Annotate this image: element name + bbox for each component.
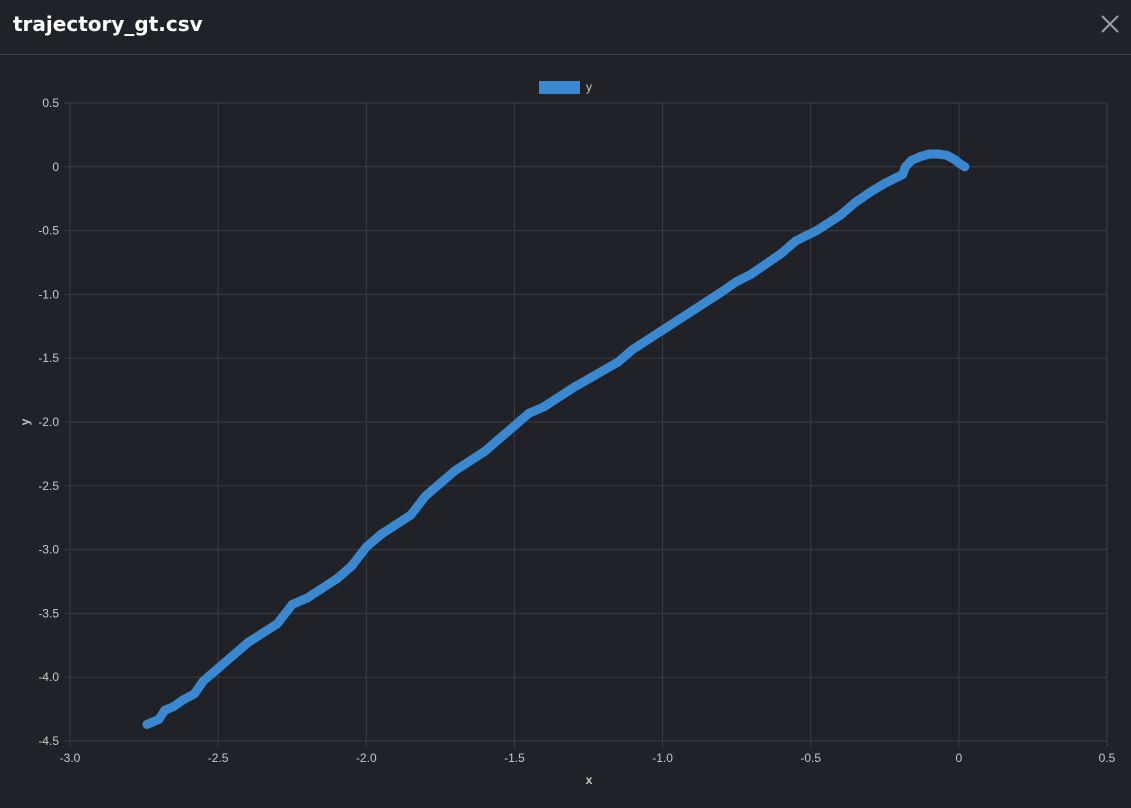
y-tick-label: -2.0 <box>38 415 59 429</box>
data-point <box>160 705 170 715</box>
data-point <box>951 155 961 165</box>
data-point <box>509 421 519 431</box>
data-point <box>213 663 223 673</box>
data-point <box>406 510 416 520</box>
data-point <box>376 529 386 539</box>
data-point <box>189 689 199 699</box>
scatter-chart: -3.0 -2.5 -2.0 -1.5 -1.0 -0.5 0 0.5 0.5 0 -0.5 -1.… <box>18 80 1116 787</box>
data-point <box>687 306 697 316</box>
data-point <box>613 357 623 367</box>
data-point <box>901 162 911 172</box>
data-point <box>915 152 925 162</box>
data-point <box>272 619 282 629</box>
data-point <box>332 574 342 584</box>
data-point <box>880 178 890 188</box>
y-axis-label: y <box>18 418 32 425</box>
data-point <box>942 150 952 160</box>
data-point <box>142 719 152 729</box>
data-point <box>658 325 668 335</box>
data-point <box>628 344 638 354</box>
data-point <box>569 383 579 393</box>
x-tick-label: -1.0 <box>652 751 673 765</box>
close-button[interactable] <box>1099 13 1121 35</box>
data-point <box>924 149 934 159</box>
y-tick-label: -4.5 <box>38 734 59 748</box>
data-point <box>791 236 801 246</box>
data-point <box>178 695 188 705</box>
y-tick-label: -3.0 <box>38 543 59 557</box>
data-point <box>346 561 356 571</box>
y-tick-label: -3.5 <box>38 606 59 620</box>
y-tick-label: -4.0 <box>38 670 59 684</box>
data-point <box>746 269 756 279</box>
chart-area: -3.0 -2.5 -2.0 -1.5 -1.0 -0.5 0 0.5 0.5 0 -0.5 -1.… <box>0 56 1131 803</box>
y-tick-label: 0 <box>52 160 59 174</box>
y-tick-label: -0.5 <box>38 224 59 238</box>
data-point <box>361 542 371 552</box>
data-point <box>776 249 786 259</box>
legend[interactable]: y <box>539 80 592 94</box>
data-point <box>898 169 908 179</box>
grid-lines <box>69 102 1108 742</box>
x-axis-label: x <box>586 773 593 787</box>
close-icon <box>1101 15 1119 33</box>
data-point <box>933 149 943 159</box>
data-point <box>243 638 253 648</box>
y-tick-label: -2.5 <box>38 479 59 493</box>
data-point <box>812 226 822 236</box>
series-line-y <box>142 149 970 729</box>
data-point <box>539 402 549 412</box>
y-tick-label: 0.5 <box>42 96 59 110</box>
x-axis-ticks: -3.0 -2.5 -2.0 -1.5 -1.0 -0.5 0 0.5 <box>60 741 1116 765</box>
data-point <box>228 651 238 661</box>
data-point <box>732 277 742 287</box>
data-point <box>850 198 860 208</box>
window-title: trajectory_gt.csv <box>13 12 203 36</box>
y-tick-label: -1.0 <box>38 287 59 301</box>
y-tick-label: -1.5 <box>38 351 59 365</box>
x-tick-label: -0.5 <box>800 751 821 765</box>
data-point <box>450 465 460 475</box>
data-point <box>906 155 916 165</box>
data-point <box>865 187 875 197</box>
data-point <box>421 491 431 501</box>
data-point <box>524 408 534 418</box>
data-point <box>480 446 490 456</box>
legend-label-y: y <box>586 80 592 94</box>
x-tick-label: 0 <box>956 751 963 765</box>
x-tick-label: -1.5 <box>504 751 525 765</box>
legend-swatch <box>539 81 580 94</box>
data-point <box>302 593 312 603</box>
data-point <box>198 676 208 686</box>
data-point <box>169 702 179 712</box>
x-tick-label: -2.5 <box>208 751 229 765</box>
y-axis-ticks: 0.5 0 -0.5 -1.0 -1.5 -2.0 -2.5 -3.0 -3.5 -4.0 -4.5 <box>38 96 70 748</box>
series-points <box>142 149 970 729</box>
x-tick-label: 0.5 <box>1099 751 1116 765</box>
x-tick-label: -3.0 <box>60 751 81 765</box>
data-point <box>717 287 727 297</box>
title-bar: trajectory_gt.csv <box>0 0 1131 55</box>
data-point <box>835 210 845 220</box>
x-tick-label: -2.0 <box>356 751 377 765</box>
data-point <box>287 599 297 609</box>
